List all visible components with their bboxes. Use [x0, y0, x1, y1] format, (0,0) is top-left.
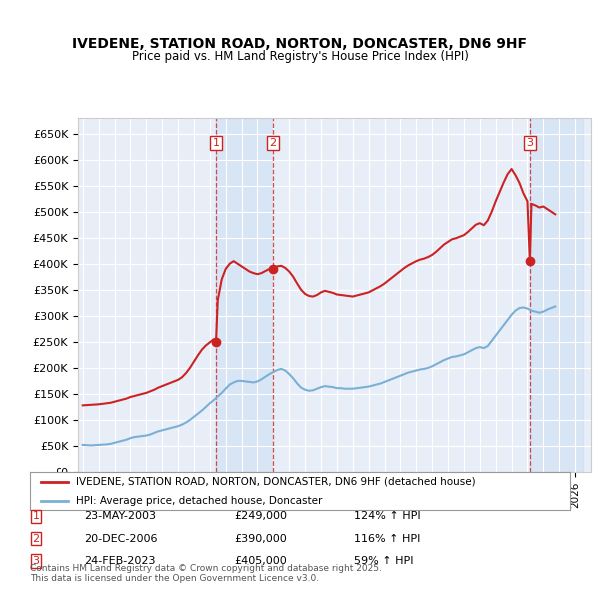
Text: IVEDENE, STATION ROAD, NORTON, DONCASTER, DN6 9HF (detached house): IVEDENE, STATION ROAD, NORTON, DONCASTER… — [76, 477, 476, 487]
Bar — [530, 118, 583, 472]
Text: 2: 2 — [32, 534, 40, 543]
Text: 3: 3 — [32, 556, 40, 566]
Text: Contains HM Land Registry data © Crown copyright and database right 2025.
This d: Contains HM Land Registry data © Crown c… — [30, 563, 382, 583]
Text: 1: 1 — [212, 138, 220, 148]
Text: £390,000: £390,000 — [234, 534, 287, 543]
Bar — [216, 118, 273, 472]
Text: 23-MAY-2003: 23-MAY-2003 — [84, 512, 156, 521]
Text: 2: 2 — [269, 138, 277, 148]
Text: 3: 3 — [526, 138, 533, 148]
Text: 20-DEC-2006: 20-DEC-2006 — [84, 534, 157, 543]
Text: 124% ↑ HPI: 124% ↑ HPI — [354, 512, 421, 521]
Text: 24-FEB-2023: 24-FEB-2023 — [84, 556, 155, 566]
Text: 59% ↑ HPI: 59% ↑ HPI — [354, 556, 413, 566]
Text: 1: 1 — [32, 512, 40, 521]
Text: HPI: Average price, detached house, Doncaster: HPI: Average price, detached house, Donc… — [76, 496, 322, 506]
Text: IVEDENE, STATION ROAD, NORTON, DONCASTER, DN6 9HF: IVEDENE, STATION ROAD, NORTON, DONCASTER… — [73, 37, 527, 51]
Text: £249,000: £249,000 — [234, 512, 287, 521]
Text: 116% ↑ HPI: 116% ↑ HPI — [354, 534, 421, 543]
Text: Price paid vs. HM Land Registry's House Price Index (HPI): Price paid vs. HM Land Registry's House … — [131, 50, 469, 63]
Text: £405,000: £405,000 — [234, 556, 287, 566]
